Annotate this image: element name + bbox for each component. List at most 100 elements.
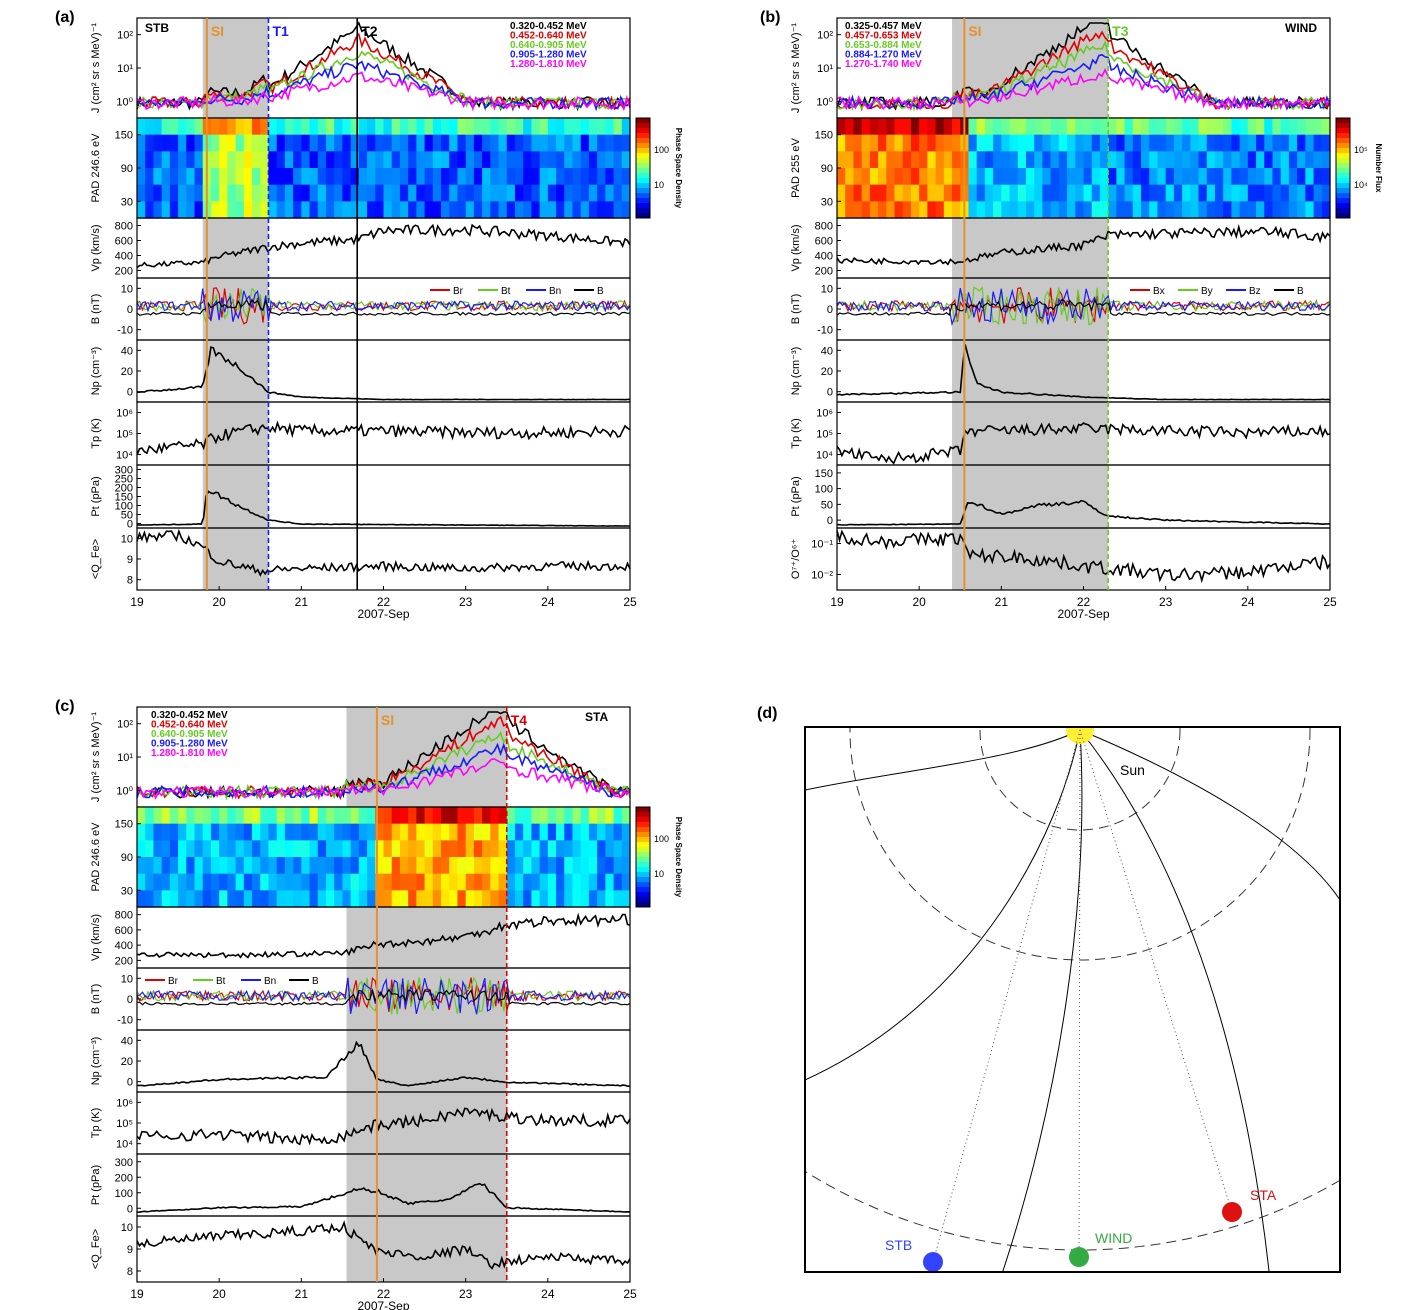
heatmap-cell: [383, 168, 393, 186]
heatmap-cell: [260, 134, 270, 152]
heatmap-cell: [432, 823, 442, 841]
heatmap-cell: [976, 118, 986, 136]
heatmap-cell: [153, 118, 163, 136]
heatmap-cell: [869, 184, 879, 202]
heatmap-cell: [547, 857, 557, 875]
heatmap-cell: [1017, 168, 1027, 186]
heatmap-cell: [350, 201, 360, 219]
heatmap-cell: [457, 840, 467, 858]
heatmap-cell: [580, 184, 590, 202]
heatmap-cell: [1173, 168, 1183, 186]
heatmap-cell: [1034, 118, 1044, 136]
heatmap-cell: [597, 873, 606, 891]
heatmap-cell: [547, 168, 557, 186]
heatmap-cell: [588, 201, 598, 219]
heatmap-cell: [547, 134, 557, 152]
heatmap-cell: [169, 873, 179, 891]
heatmap-cell: [861, 201, 871, 219]
heatmap-cell: [252, 823, 261, 841]
heatmap-cell: [235, 890, 245, 908]
heatmap-cell: [161, 168, 171, 186]
colorbar-segment: [1336, 128, 1350, 134]
heatmap-cell: [317, 201, 327, 219]
series-line-black: [136, 298, 631, 316]
heatmap-cell: [408, 134, 417, 152]
heatmap-cell: [613, 134, 623, 152]
heatmap-cell: [621, 857, 631, 875]
heatmap-cell: [284, 118, 294, 136]
heatmap-cell: [1083, 201, 1093, 219]
heatmap-cell: [1190, 151, 1200, 169]
colorbar-segment: [636, 872, 650, 878]
heatmap-cell: [325, 118, 335, 136]
y-tick-label: 800: [115, 221, 133, 233]
heatmap-cell: [910, 168, 920, 186]
heatmap-cell: [350, 823, 360, 841]
heatmap-cell: [498, 184, 508, 202]
heatmap-cell: [178, 134, 187, 152]
heatmap-cell: [952, 168, 961, 186]
heatmap-cell: [210, 840, 220, 858]
heatmap-cell: [1009, 118, 1019, 136]
heatmap-cell: [186, 807, 196, 825]
heatmap-cell: [498, 840, 508, 858]
heatmap-cell: [564, 873, 574, 891]
heatmap-cell: [968, 184, 978, 202]
heatmap-cell: [153, 890, 163, 908]
heatmap-cell: [424, 134, 434, 152]
heatmap-cell: [441, 134, 450, 152]
heatmap-cell: [334, 118, 344, 136]
heatmap-cell: [1264, 118, 1274, 136]
heatmap-cell: [1256, 134, 1265, 152]
heatmap-cell: [317, 823, 327, 841]
heatmap-cell: [1042, 184, 1052, 202]
colorbar-segment: [1336, 133, 1350, 139]
heatmap-cell: [1297, 168, 1306, 186]
heatmap-cell: [506, 857, 516, 875]
heatmap-cell: [137, 168, 146, 186]
heatmap-cell: [1034, 168, 1044, 186]
heatmap-cell: [597, 857, 606, 875]
heatmap-cell: [1173, 134, 1183, 152]
heatmap-cell: [473, 151, 483, 169]
heatmap-cell: [227, 823, 237, 841]
heatmap-cell: [325, 151, 335, 169]
heatmap-cell: [1297, 184, 1306, 202]
heatmap-cell: [482, 807, 491, 825]
heatmap-cell: [597, 168, 606, 186]
heatmap-cell: [301, 890, 311, 908]
heatmap-cell: [531, 201, 541, 219]
heatmap-cell: [1305, 118, 1315, 136]
heatmap-cell: [1231, 118, 1241, 136]
heatmap-cell: [1223, 184, 1232, 202]
heatmap-cell: [523, 134, 532, 152]
heatmap-cell: [605, 134, 615, 152]
heatmap-cell: [1272, 184, 1282, 202]
heatmap-cell: [465, 134, 475, 152]
series-line-black: [136, 21, 631, 112]
heatmap-cell: [178, 890, 187, 908]
heatmap-cell: [1001, 134, 1011, 152]
heatmap-cell: [514, 184, 524, 202]
heatmap-cell: [1149, 184, 1159, 202]
heatmap-cell: [1256, 168, 1265, 186]
heatmap-cell: [153, 857, 163, 875]
heatmap-cell: [276, 840, 286, 858]
panel-label: (c): [55, 698, 75, 715]
heatmap-cell: [334, 873, 344, 891]
heatmap-cell: [1034, 134, 1044, 152]
heatmap-cell: [145, 184, 155, 202]
heatmap-cell: [293, 873, 302, 891]
heatmap-cell: [449, 840, 459, 858]
heatmap-cell: [449, 873, 459, 891]
heatmap-cell: [1149, 168, 1159, 186]
x-tick-label: 20: [212, 1287, 226, 1301]
heatmap-cell: [621, 201, 631, 219]
heatmap-cell: [457, 201, 467, 219]
heatmap-cell: [309, 118, 319, 136]
heatmap-cell: [861, 118, 871, 136]
heatmap-cell: [441, 168, 450, 186]
heatmap-cell: [498, 201, 508, 219]
heatmap-cell: [252, 807, 261, 825]
heatmap-cell: [1247, 168, 1257, 186]
